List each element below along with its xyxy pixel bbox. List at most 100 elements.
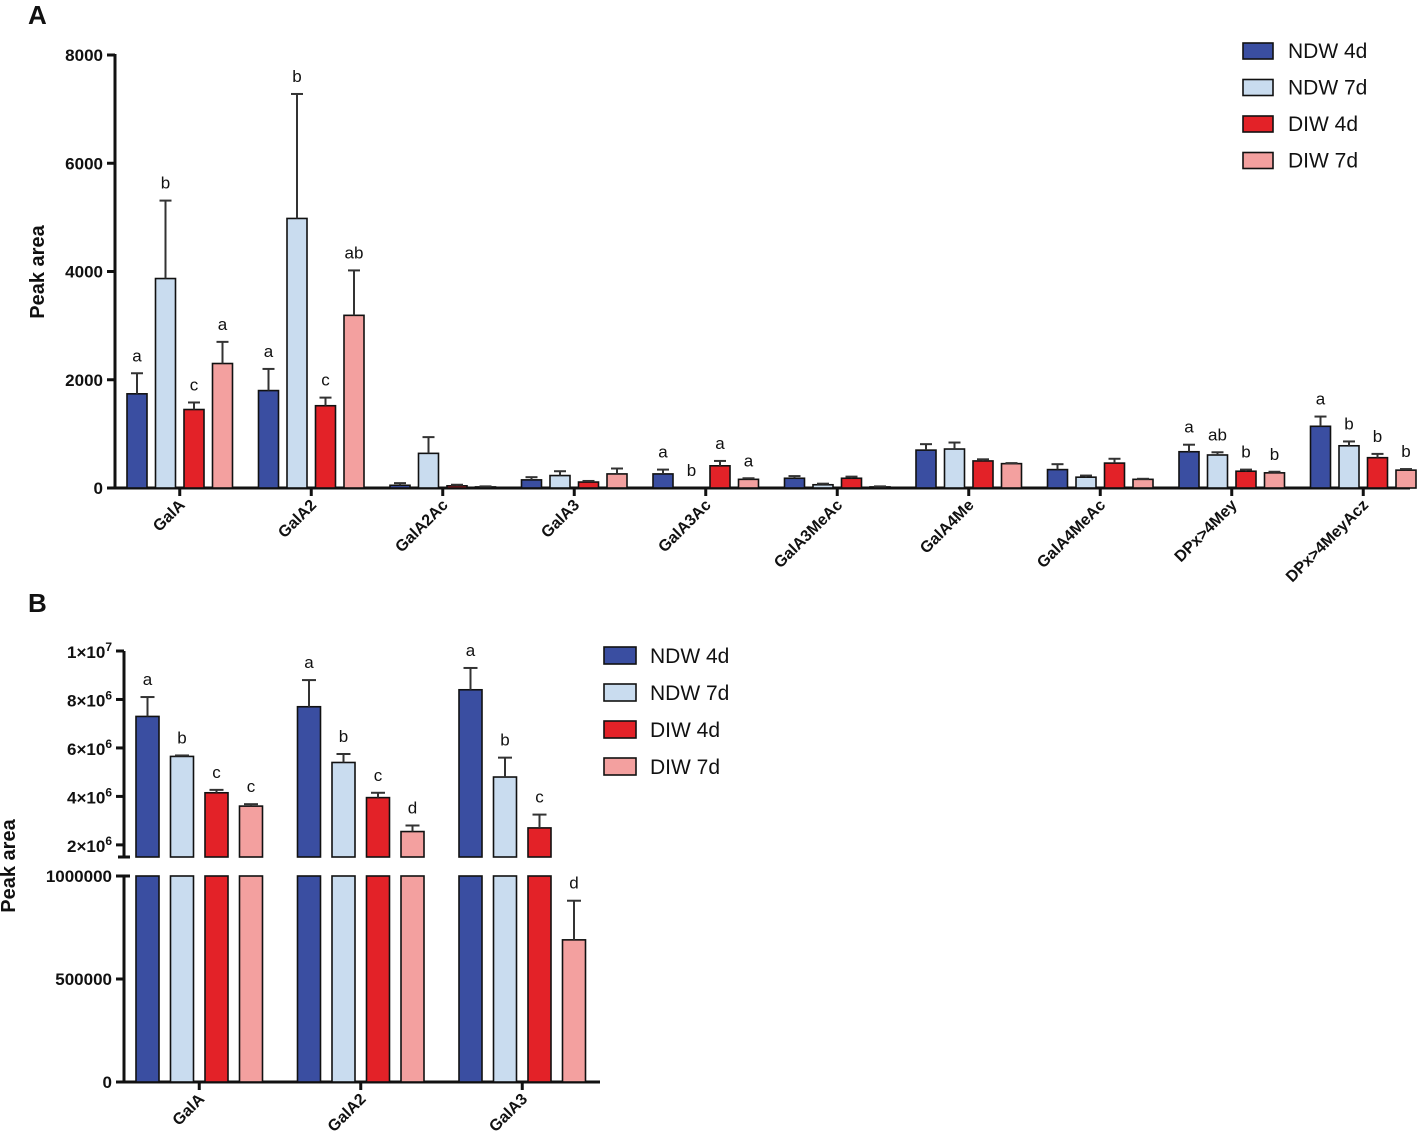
bar-gala2-diw-7d [343, 314, 365, 489]
bar-gala-diw-4d [183, 408, 205, 489]
bar-gala4me-diw-7d [1000, 462, 1023, 489]
sig-label-gala-ndw-7d: b [177, 728, 186, 747]
bar-gala3-diw-7d [606, 473, 628, 489]
y-tick-label-upper-3: 8×106 [67, 688, 112, 710]
sig-label-dpx-4meyacz-ndw-7d: b [1344, 414, 1353, 433]
panel-b-ylabel: Peak area [0, 818, 20, 912]
bar-gala4meac-diw-4d [1103, 462, 1126, 489]
bar-lower-gala-ndw-7d [169, 875, 195, 1083]
x-tick-label-gala2ac: GalA2Ac [392, 497, 451, 556]
bar-gala4me-ndw-4d [915, 449, 937, 489]
sig-label-gala3-ndw-7d: b [500, 731, 509, 750]
sig-label-gala-ndw-4d: a [143, 670, 153, 689]
bar-upper-gala-diw-4d [204, 791, 229, 858]
bar-gala2ac-ndw-7d [417, 452, 440, 489]
x-tick-label-gala3ac: GalA3Ac [655, 497, 714, 556]
bar-lower-gala2-diw-7d [400, 875, 425, 1083]
y-tick-label-4: 8000 [65, 46, 103, 65]
panel-a-letter: A [28, 0, 47, 30]
legend-swatch-diw-4d [1242, 115, 1274, 133]
bar-gala3meac-ndw-7d [812, 483, 834, 489]
sig-label-dpx-4mey-ndw-4d: a [1184, 418, 1194, 437]
bar-gala3ac-ndw-4d [652, 473, 674, 489]
legend-label-ndw-7d: NDW 7d [1288, 77, 1367, 100]
legend-label-diw-7d: DIW 7d [650, 756, 720, 779]
bar-gala3ac-diw-7d [737, 478, 760, 489]
bar-gala3-diw-4d [577, 481, 600, 489]
panel-b-letter: B [28, 588, 47, 618]
bar-dpx-4meyacz-diw-4d [1366, 456, 1389, 489]
sig-label-gala-diw-7d: a [218, 315, 228, 334]
sig-label-gala3ac-diw-7d: a [744, 451, 754, 470]
bar-gala4meac-ndw-4d [1046, 468, 1069, 489]
legend-swatch-ndw-7d [1242, 78, 1274, 97]
legend-label-diw-7d: DIW 7d [1288, 150, 1358, 173]
bar-lower-gala3-ndw-4d [458, 875, 483, 1083]
bar-upper-gala3-diw-4d [527, 827, 552, 858]
sig-label-gala-ndw-4d: a [132, 346, 142, 365]
legend-label-ndw-4d: NDW 4d [650, 645, 729, 668]
legend-swatch-ndw-7d [603, 683, 637, 702]
sig-label-dpx-4mey-diw-7d: b [1270, 445, 1279, 464]
bar-gala3-ndw-7d [549, 474, 571, 489]
y-tick-label-lower-1: 500000 [55, 970, 112, 989]
legend-swatch-diw-7d [603, 757, 637, 776]
legend-swatch-ndw-4d [1242, 42, 1274, 60]
y-tick-label-1: 2000 [65, 371, 103, 390]
bar-gala4meac-ndw-7d [1075, 476, 1097, 489]
y-tick-label-0: 0 [94, 479, 103, 498]
x-tick-label-dpx-4mey: DPx>4Mey [1172, 497, 1241, 566]
bar-dpx-4meyacz-ndw-4d [1309, 425, 1332, 489]
bar-upper-gala2-ndw-4d [296, 705, 322, 858]
sig-label-gala3ac-diw-4d: a [715, 434, 725, 453]
panel-b-bars: a b c c a b c d a b c d [135, 641, 587, 1083]
bar-lower-gala2-ndw-4d [296, 875, 322, 1083]
sig-label-gala2-diw-7d: d [408, 798, 417, 817]
bar-dpx-4meyacz-diw-7d [1395, 469, 1417, 489]
x-tick-label-dpx-4meyacz: DPx>4MeyAcz [1283, 497, 1372, 586]
x-tick-label-gala: GalA [170, 1090, 209, 1129]
x-tick-label-gala3meac: GalA3MeAc [771, 497, 846, 572]
bar-gala3meac-diw-4d [840, 477, 863, 489]
sig-label-gala-diw-7d: c [247, 777, 256, 796]
x-tick-label-gala2: GalA2 [275, 497, 320, 542]
sig-label-dpx-4mey-diw-4d: b [1241, 443, 1250, 462]
sig-label-gala2-diw-4d: c [374, 766, 383, 785]
bar-gala3ac-diw-4d [709, 465, 731, 489]
x-tick-label-gala4meac: GalA4MeAc [1034, 497, 1109, 572]
panel-a-categories: GalA GalA2 GalA2Ac GalA3 GalA3Ac GalA3MeAc Gal… [150, 488, 1372, 586]
y-tick-label-upper-2: 6×106 [67, 737, 112, 759]
sig-label-dpx-4meyacz-ndw-4d: a [1316, 390, 1326, 409]
sig-label-dpx-4meyacz-diw-7d: b [1401, 442, 1410, 461]
legend-swatch-diw-4d [603, 720, 637, 739]
bar-upper-gala2-diw-7d [400, 830, 425, 858]
panel-b-categories: GalA GalA2 GalA3 [170, 1082, 531, 1136]
sig-label-gala3ac-ndw-7d: b [687, 461, 696, 480]
legend-label-diw-4d: DIW 4d [1288, 113, 1358, 136]
bar-gala3meac-ndw-4d [783, 477, 806, 489]
bar-dpx-4mey-diw-4d [1235, 470, 1257, 489]
panel-a-ylabel: Peak area [27, 224, 49, 318]
legend-label-ndw-7d: NDW 7d [650, 682, 729, 705]
panel-b: B Peak area 0 500000 1000000 2×106 4×106 6×10… [0, 588, 729, 1136]
sig-label-gala2-diw-7d: ab [345, 243, 364, 262]
bar-gala3-diw-7d [561, 939, 587, 1083]
x-tick-label-gala3: GalA3 [538, 497, 583, 542]
bar-upper-gala2-diw-4d [365, 796, 391, 858]
bar-gala4meac-diw-7d [1132, 478, 1154, 489]
legend-swatch-ndw-4d [603, 646, 637, 665]
sig-label-dpx-4mey-ndw-7d: ab [1208, 425, 1227, 444]
bar-gala-diw-7d [211, 362, 234, 489]
legend-label-ndw-4d: NDW 4d [1288, 40, 1367, 63]
bar-dpx-4meyacz-ndw-7d [1338, 444, 1360, 489]
bar-gala2-ndw-4d [257, 389, 280, 489]
bar-upper-gala-ndw-4d [135, 715, 160, 858]
y-tick-label-2: 4000 [65, 263, 103, 282]
bar-gala2ac-ndw-4d [389, 484, 411, 489]
bar-gala-ndw-4d [126, 393, 148, 489]
bar-upper-gala3-ndw-4d [458, 688, 483, 858]
bar-lower-gala-diw-4d [204, 875, 229, 1083]
bar-gala2-diw-4d [314, 404, 337, 489]
bar-lower-gala3-ndw-7d [492, 875, 518, 1083]
